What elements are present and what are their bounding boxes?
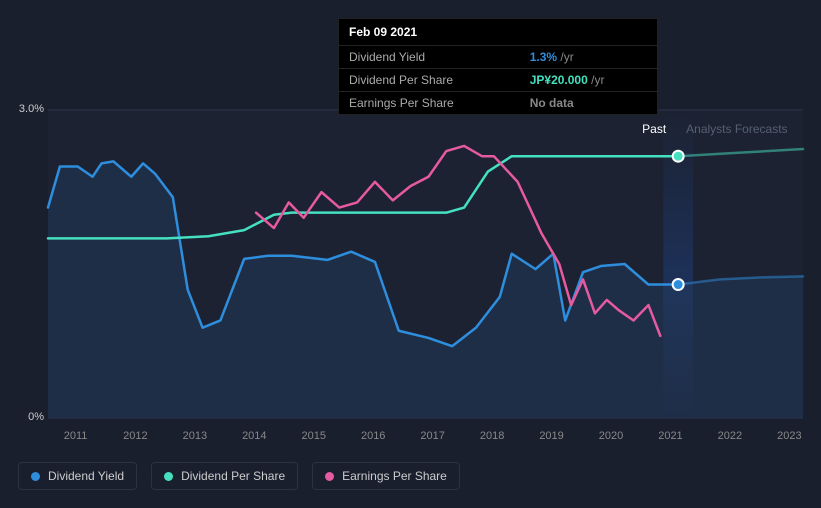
x-tick-label: 2020 [599, 430, 623, 442]
dividend-chart: Feb 09 2021 Dividend Yield1.3% /yrDivide… [0, 0, 821, 508]
tooltip-row: Dividend Per ShareJP¥20.000 /yr [339, 69, 657, 92]
tooltip-row: Earnings Per ShareNo data [339, 92, 657, 115]
x-tick-label: 2017 [420, 430, 444, 442]
x-tick-label: 2023 [777, 430, 801, 442]
section-forecast-label: Analysts Forecasts [686, 122, 787, 136]
tooltip-row-value: 1.3% /yr [520, 46, 657, 69]
legend-item-label: Dividend Per Share [181, 469, 285, 483]
tooltip-row: Dividend Yield1.3% /yr [339, 46, 657, 69]
x-tick-label: 2022 [718, 430, 742, 442]
chart-legend: Dividend Yield Dividend Per Share Earnings… [18, 462, 460, 490]
tooltip-table: Dividend Yield1.3% /yrDividend Per Share… [339, 45, 657, 114]
legend-item-label: Earnings Per Share [342, 469, 447, 483]
x-tick-label: 2019 [539, 430, 563, 442]
x-tick-label: 2012 [123, 430, 147, 442]
x-tick-label: 2018 [480, 430, 504, 442]
legend-item-earnings-per-share[interactable]: Earnings Per Share [312, 462, 460, 490]
section-past-label: Past [642, 122, 666, 136]
legend-item-dividend-yield[interactable]: Dividend Yield [18, 462, 137, 490]
y-tick-label: 0% [28, 411, 44, 423]
tooltip-row-label: Earnings Per Share [339, 92, 520, 115]
tooltip-date: Feb 09 2021 [339, 19, 657, 45]
x-tick-label: 2016 [361, 430, 385, 442]
x-tick-label: 2014 [242, 430, 266, 442]
tooltip-row-value: No data [520, 92, 657, 115]
x-tick-label: 2021 [658, 430, 682, 442]
legend-dot-icon [325, 472, 334, 481]
x-tick-label: 2011 [64, 430, 88, 442]
y-tick-label: 3.0% [19, 103, 44, 115]
legend-dot-icon [31, 472, 40, 481]
x-tick-label: 2015 [302, 430, 326, 442]
x-tick-label: 2013 [183, 430, 207, 442]
legend-item-dividend-per-share[interactable]: Dividend Per Share [151, 462, 298, 490]
tooltip-row-label: Dividend Per Share [339, 69, 520, 92]
chart-tooltip: Feb 09 2021 Dividend Yield1.3% /yrDivide… [338, 18, 658, 115]
tooltip-row-label: Dividend Yield [339, 46, 520, 69]
tooltip-row-value: JP¥20.000 /yr [520, 69, 657, 92]
legend-dot-icon [164, 472, 173, 481]
legend-item-label: Dividend Yield [48, 469, 124, 483]
